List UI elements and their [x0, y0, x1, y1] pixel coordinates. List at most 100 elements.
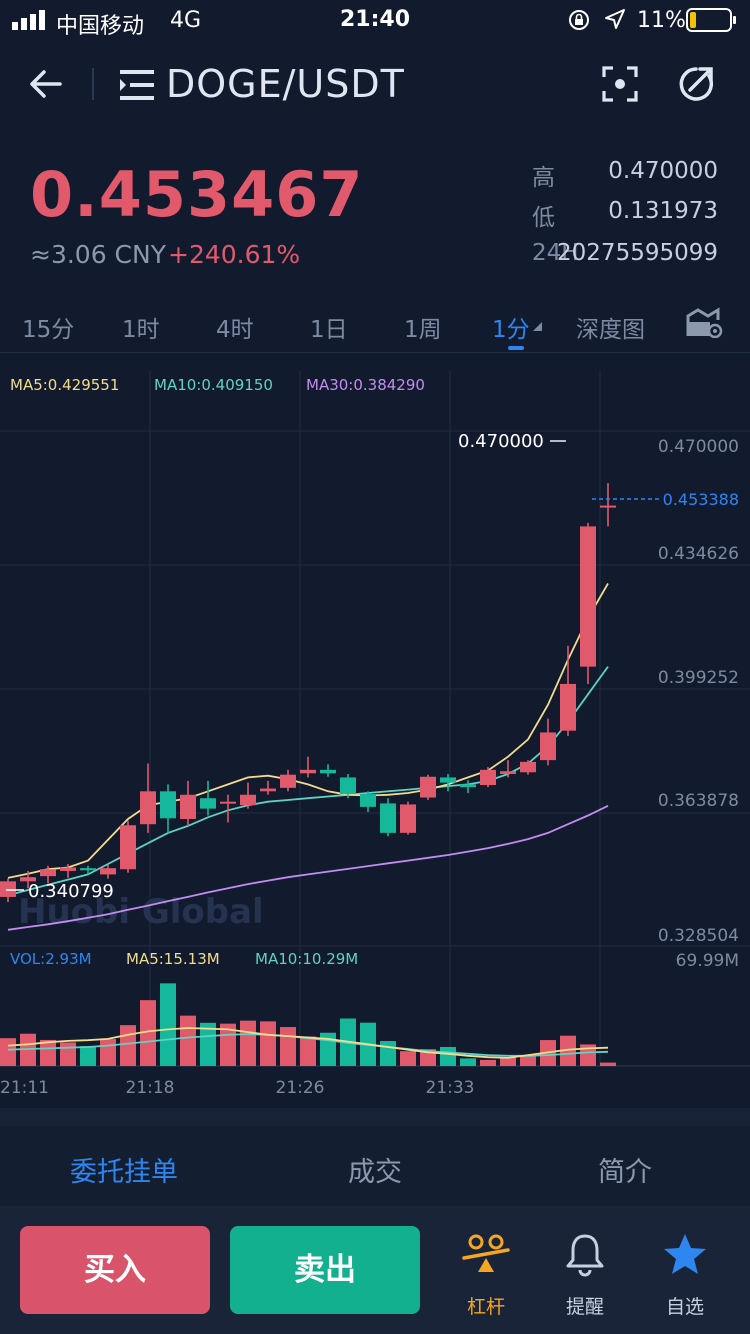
volume-bar	[240, 1020, 256, 1066]
volume-24h-label: 24H	[532, 240, 579, 266]
volume-bar	[500, 1057, 516, 1066]
tab-15min[interactable]: 15分	[22, 317, 75, 343]
candle-body	[560, 683, 576, 731]
watermark-text: Huobi Global	[18, 892, 264, 932]
candle-body	[300, 769, 316, 774]
kline-chart[interactable]: Huobi Global 0.470000 0.434626 0.399252 …	[0, 353, 750, 1108]
volume-bar	[0, 1038, 16, 1066]
volume-bar	[580, 1044, 596, 1066]
volume-bar	[80, 1046, 96, 1066]
tab-trades[interactable]: 成交	[348, 1157, 402, 1188]
ma5-legend: MA5:0.429551	[10, 376, 120, 394]
candle-body	[460, 784, 476, 788]
current-price-tag: 0.453388	[663, 490, 739, 509]
status-bar: 中国移动 4G 21:40 11%	[0, 0, 750, 44]
subtab-bar	[0, 1126, 750, 1206]
high-value: 0.470000	[608, 158, 718, 184]
volume-ma10-legend: MA10:10.29M	[255, 950, 358, 968]
battery-icon	[686, 8, 736, 32]
carrier-name: 中国移动	[56, 14, 145, 39]
volume-bar	[120, 1025, 136, 1066]
header-divider	[92, 68, 94, 100]
signal-icon	[12, 10, 45, 30]
candle-body	[400, 804, 416, 833]
candle-body	[160, 791, 176, 819]
buy-button[interactable]: 买入	[20, 1226, 210, 1314]
candle-body	[60, 867, 76, 871]
volume-bar	[440, 1047, 456, 1066]
candle-body	[80, 868, 96, 871]
volume-bar	[560, 1035, 576, 1066]
candle-body	[140, 791, 156, 825]
tab-active-indicator	[508, 346, 524, 350]
tab-1day[interactable]: 1日	[310, 317, 348, 343]
volume-bar	[300, 1036, 316, 1066]
tab-depth[interactable]: 深度图	[576, 317, 645, 343]
candle-body	[520, 761, 536, 773]
high-label: 高	[532, 165, 555, 191]
time-axis-label: 21:33	[426, 1078, 475, 1098]
high-marker-text: 0.470000	[458, 431, 544, 452]
back-arrow-icon[interactable]	[28, 66, 64, 102]
tab-open-orders[interactable]: 委托挂单	[70, 1157, 178, 1188]
share-icon[interactable]	[676, 64, 716, 104]
candle-body	[40, 869, 56, 877]
volume-24h-value: 20275595099	[557, 240, 718, 266]
clock: 21:40	[339, 7, 411, 32]
trading-pair-title[interactable]: DOGE/USDT	[166, 62, 405, 106]
ma-lines	[7, 583, 609, 931]
leverage-icon[interactable]	[462, 1234, 510, 1278]
time-axis-label: 21:11	[0, 1078, 49, 1098]
candle-body	[240, 794, 256, 806]
candle-body	[600, 505, 616, 508]
market-menu-icon[interactable]	[120, 70, 156, 100]
ma10-line	[7, 666, 609, 897]
dropdown-triangle-icon[interactable]	[532, 322, 544, 332]
candle-body	[120, 825, 136, 870]
sell-button[interactable]: 卖出	[230, 1226, 420, 1314]
candle-body	[440, 777, 456, 783]
volume-legend: VOL:2.93M	[10, 950, 92, 968]
tab-1min[interactable]: 1分	[492, 317, 530, 343]
chart-settings-icon[interactable]	[686, 306, 724, 338]
candle-body	[420, 776, 436, 798]
candle-body	[340, 777, 356, 795]
candles	[0, 483, 616, 903]
price-axis-label: 0.363878	[658, 791, 739, 811]
time-axis-label: 21:18	[126, 1078, 175, 1098]
candle-body	[320, 769, 336, 774]
tab-intro[interactable]: 简介	[598, 1157, 652, 1188]
tabs-divider	[0, 352, 750, 353]
volume-bar	[40, 1039, 56, 1066]
tab-4hour[interactable]: 4时	[216, 317, 254, 343]
volume-ma-lines	[7, 1027, 609, 1059]
leverage-label[interactable]: 杠杆	[466, 1296, 505, 1318]
volume-bars	[0, 983, 616, 1066]
price-axis-label: 0.328504	[658, 926, 739, 946]
volume-bar	[280, 1027, 296, 1066]
candle-body	[180, 794, 196, 820]
volume-bar	[260, 1021, 276, 1066]
star-icon[interactable]	[662, 1232, 708, 1276]
candle-body	[260, 788, 276, 792]
tab-1hour[interactable]: 1时	[122, 317, 160, 343]
alert-label[interactable]: 提醒	[565, 1296, 604, 1318]
panel-gap	[0, 1108, 750, 1126]
watchlist-label[interactable]: 自选	[665, 1296, 704, 1318]
volume-bar	[160, 983, 176, 1066]
tab-1week[interactable]: 1周	[404, 317, 442, 343]
volume-bar	[480, 1059, 496, 1066]
candle-body	[580, 526, 596, 667]
ma30-legend: MA30:0.384290	[306, 376, 425, 394]
volume-bar	[460, 1058, 476, 1066]
candle-body	[280, 774, 296, 788]
volume-bar	[380, 1041, 396, 1066]
price-change: +240.61%	[168, 240, 301, 269]
candle-body	[20, 877, 36, 882]
price-cny: ≈3.06 CNY	[30, 240, 166, 269]
candle-body	[220, 801, 236, 804]
bell-icon[interactable]	[564, 1232, 606, 1278]
ma5-line	[7, 583, 609, 879]
scan-icon[interactable]	[602, 66, 638, 102]
candle-body	[500, 771, 516, 774]
